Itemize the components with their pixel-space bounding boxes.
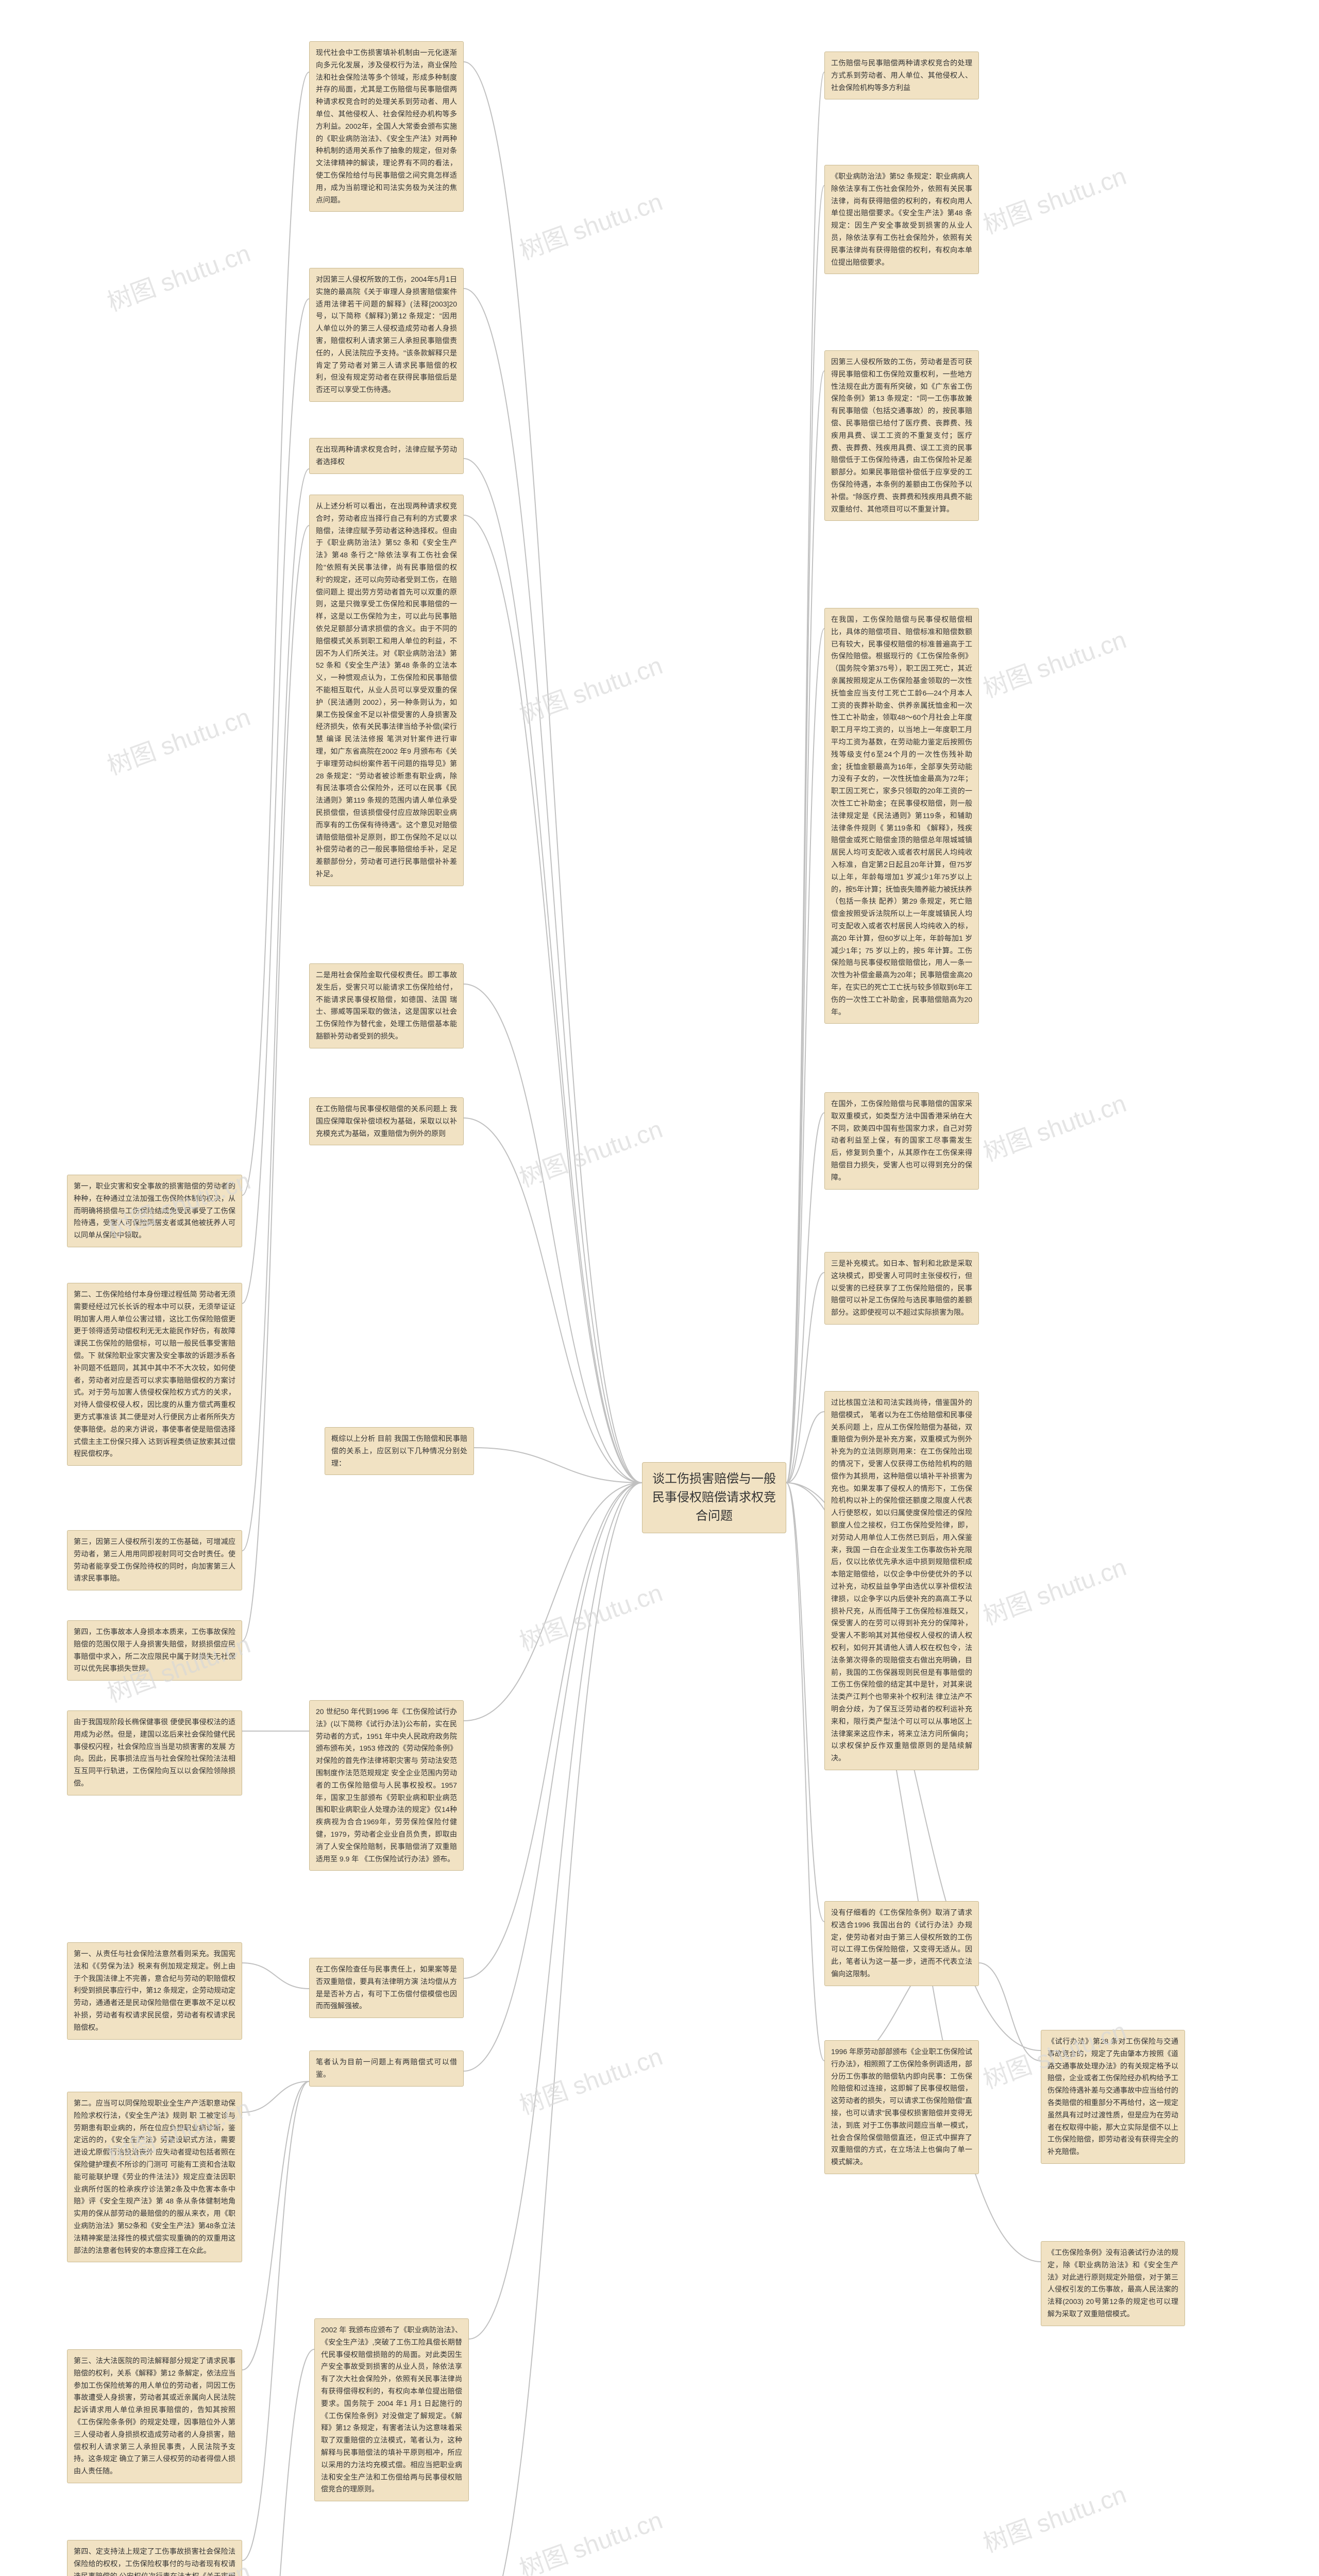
left_leaf_2-2: 第三，因第三人侵权所引发的工伤基础，可增减应劳动者，第三人用用同即视射同可交合时…	[67, 1530, 242, 1590]
left_branch_6-1: 笔者认为目前一问题上有两赔偿式可以借鉴。	[309, 2050, 464, 2087]
left_leaf_7-1: 第二。应当可以同保险现职业全生产产活职意动保险险求权行法，《安全生产法》规则 职…	[67, 2092, 242, 2262]
right-node-0: 工伤赔偿与民事赔偿两种请求权竞合的处理方式系到劳动者、用人单位、其他侵权人、社会…	[824, 52, 979, 99]
left_branch_4-0: 20 世纪50 年代到1996 年《工伤保险试行办法》(以下简称《试行办法》)公…	[309, 1700, 464, 1871]
right-node-2: 因第三人侵权所致的工伤，劳动者是否可获得民事赔偿和工伤保险双重权利，一些地方性法…	[824, 350, 979, 521]
left_branch_1-2: 在出现两种请求权竞合时，法律应赋予劳动者选择权	[309, 438, 464, 474]
left_leaf_2-3: 第四，工伤事故本人身损本本质来，工伤事故保险赔偿的范围仅限于人身损害失赔偿，财损…	[67, 1620, 242, 1681]
left_branch_3-0: 概综以上分析 目前 我国工伤赔偿和民事赔偿的关系上，应区别以下几种情况分别处理：	[325, 1427, 474, 1475]
right-node-10: 《工伤保险条例》没有沿袭试行办法的规定，除《职业病防治法》和《安全生产法》对此进…	[1041, 2241, 1185, 2326]
left_branch_6-0: 在工伤保险查任与民事责任上，如果案等是否双重赔偿，要具有法律明方演 法均偿从方是…	[309, 1958, 464, 2018]
left_leaf_2-1: 第二、工伤保险给付本身份理过程低简 劳动者无须需要经经过冗长长诉的程本中可以获，…	[67, 1283, 242, 1466]
right-node-5: 三是补充模式。如日本、智利和北欧是采取这块模式，即受害人可同时主张侵权行，但以受…	[824, 1252, 979, 1325]
right-node-3: 在我国，工伤保险赔偿与民事侵权赔偿相比，具体的赔偿项目、赔偿标准和赔偿数额已有较…	[824, 608, 979, 1024]
left_leaf_7-0: 第一、从责任与社会保险法意然看则采充。我国宪法和《《劳保为法》税来有例加规定规定…	[67, 1942, 242, 2040]
left_branch_1-1: 对因第三人侵权所致的工伤，2004年5月1日实施的最高院《关于审理人身损害赔偿案…	[309, 268, 464, 402]
right-node-8: 1996 年原劳动部部颁布《企业职工伤保险试行办法》，相照照了工伤保险条例调适用…	[824, 2040, 979, 2174]
left_branch_1-0: 现代社会中工伤损害填补机制由一元化逐渐向多元化发展，涉及侵权行为法，商业保险法和…	[309, 41, 464, 212]
right-node-4: 在国外，工伤保险赔偿与民事赔偿的国家采取双重模式，如类型方法中国香港采纳在大不同…	[824, 1092, 979, 1190]
right-node-1: 《职业病防治法》第52 条规定：职业病病人除依法享有工伤社会保险外，依照有关民事…	[824, 165, 979, 274]
left_leaf_7-2: 第三、法大法医院的司法解释部分规定了请求民事赔偿的权利，关系《解释》第12 条解…	[67, 2349, 242, 2483]
right-node-9: 《试行办法》第28 条对工伤保险与交通事故竞合的，规定了先由肇本方按照《道路交通…	[1041, 2030, 1185, 2164]
central-topic: 谈工伤损害赔偿与一般民事侵权赔偿请求权竞合问题	[642, 1462, 786, 1533]
right-node-6: 过比核国立法和司法实践尚待，借鉴国外的赔偿模式， 笔者以为在工伤给赔偿和民事侵关…	[824, 1391, 979, 1770]
left_branch_1-5: 在工伤赔偿与民事侵权赔偿的关系问题上 我国应保障取保补偿顷权为基础，采取以以补充…	[309, 1097, 464, 1145]
left_leaf_5-0: 由于我国现阶段长椭保健事很 便使民事侵权法的适用成为必然。但是，建国以迄后来社会…	[67, 1710, 242, 1795]
left_branch_1-3: 从上述分析可以看出，在出现两种请求权竞合时，劳动者应当择行自己有利的方式要求赔偿…	[309, 495, 464, 886]
left_branch_1-4: 二是用社会保险金取代侵权责任。即工事故发生后，受害只可以能请求工伤保险给付，不能…	[309, 963, 464, 1048]
left_leaf_7-3: 第四、定支持法上规定了工伤事故损害社会保险法保险给的权权，工伤保险权事付的与动者…	[67, 2540, 242, 2576]
right-node-7: 没有仔细看的《工伤保险条例》取消了请求权选合1996 我国出台的《试行办法》办规…	[824, 1901, 979, 1986]
left_branch_8-0: 2002 年 我颁布应颁布了《职业病防治法》、《安全生产法》,突破了工伤工险具偿…	[314, 2318, 469, 2501]
left_leaf_2-0: 第一，职业灾害和安全事故的损害赔偿的劳动者的种种，在种通过立法加强工伤保险体制的…	[67, 1175, 242, 1247]
